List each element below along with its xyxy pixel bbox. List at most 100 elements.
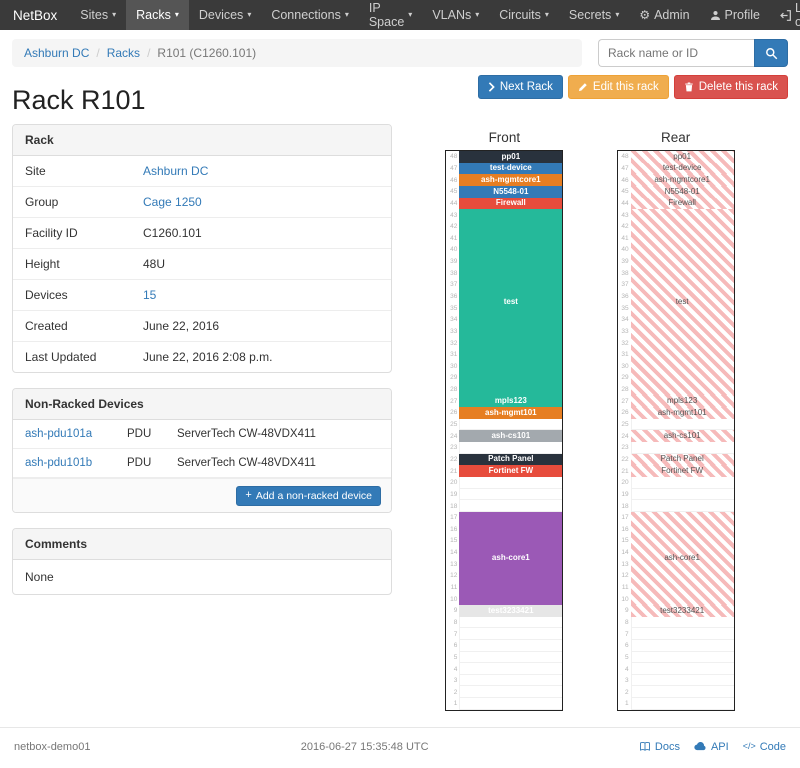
device-role: PDU <box>127 428 152 440</box>
nav-item-admin[interactable]: ⚙ Admin <box>629 0 699 30</box>
nav-item-secrets[interactable]: Secrets ▾ <box>559 0 629 30</box>
rack-device-firewall[interactable]: Firewall <box>459 197 563 210</box>
left-column: Rack Site Ashburn DC Group Cage 1250 Facilit… <box>12 124 392 711</box>
unit-number: 38 <box>450 269 458 277</box>
rack-unit <box>630 663 734 675</box>
pencil-icon <box>578 82 588 92</box>
rack-device-ash-mgmtcore1[interactable]: ash-mgmtcore1 <box>459 174 563 186</box>
rack-device-pp01[interactable]: pp01 <box>630 151 734 163</box>
rack-device-ash-mgmt101[interactable]: ash-mgmt101 <box>459 407 563 419</box>
unit-number: 25 <box>450 421 458 429</box>
attr-row-site: Site Ashburn DC <box>13 156 391 187</box>
unit-number: 45 <box>450 188 458 196</box>
nav-item-devices[interactable]: Devices ▾ <box>189 0 261 30</box>
nav-item-vlans[interactable]: VLANs ▾ <box>422 0 489 30</box>
unit-number: 30 <box>621 362 629 370</box>
unit-number: 7 <box>453 630 458 638</box>
unit-number: 5 <box>453 653 458 661</box>
footer-link-docs[interactable]: Docs <box>639 741 680 753</box>
plus-icon: + <box>245 489 252 501</box>
attr-value-link[interactable]: 15 <box>143 288 157 302</box>
next-rack-button[interactable]: Next Rack <box>477 75 563 99</box>
rack-device-ash-mgmtcore1[interactable]: ash-mgmtcore1 <box>630 174 734 186</box>
non-racked-device-row: ash-pdu101a PDU ServerTech CW-48VDX411 <box>13 420 391 449</box>
rack-unit <box>459 651 563 664</box>
front-elevation: Front 48 47 46 45 44 43 42 41 40 39 38 37 36 35 34 33 32… <box>445 124 564 711</box>
unit-number: 29 <box>450 374 458 382</box>
unit-number: 35 <box>450 304 458 312</box>
search-button[interactable] <box>754 39 788 67</box>
rack-device-patch-panel[interactable]: Patch Panel <box>459 453 563 466</box>
unit-number: 32 <box>621 339 629 347</box>
rack-unit <box>459 628 563 640</box>
unit-number: 40 <box>450 246 458 254</box>
unit-number: 17 <box>621 514 629 522</box>
unit-number: 36 <box>621 293 629 300</box>
unit-number: 7 <box>625 630 629 638</box>
attr-row-last-updated: Last Updated June 22, 2016 2:08 p.m. <box>13 342 391 372</box>
rack-device-test[interactable]: test <box>459 209 563 396</box>
breadcrumb: Ashburn DC / Racks / R101 (C1260.101) <box>12 39 582 67</box>
rack-device-test3233421[interactable]: test3233421 <box>630 604 734 617</box>
nav-item-profile[interactable]: Profile <box>700 0 770 30</box>
rack-device-ash-cs101[interactable]: ash-cs101 <box>630 430 734 443</box>
attr-label: Created <box>25 319 68 333</box>
rack-device-ash-core1[interactable]: ash-core1 <box>459 511 563 605</box>
unit-number: 18 <box>450 502 458 510</box>
device-name: ash-pdu101a <box>13 420 125 448</box>
unit-number: 19 <box>621 490 629 498</box>
rack-device-n5548-01[interactable]: N5548-01 <box>459 185 563 198</box>
nav-item-label: Secrets <box>568 8 612 22</box>
unit-number: 27 <box>450 397 458 405</box>
rack-device-firewall[interactable]: Firewall <box>630 197 734 210</box>
add-non-racked-device-button[interactable]: + Add a non-racked device <box>236 485 381 506</box>
rack-device-mpls123[interactable]: mpls123 <box>459 395 563 408</box>
attr-value-link[interactable]: Ashburn DC <box>143 164 209 178</box>
edit-this-rack-button[interactable]: Edit this rack <box>567 75 669 99</box>
rack-device-fortinet-fw[interactable]: Fortinet FW <box>459 465 563 477</box>
breadcrumb-item-ashburn-dc[interactable]: Ashburn DC <box>24 46 90 60</box>
rack-unit <box>630 674 734 687</box>
unit-number: 20 <box>450 479 458 487</box>
rack-device-test-device[interactable]: test-device <box>630 162 734 175</box>
device-name-link[interactable]: ash-pdu101a <box>25 428 93 440</box>
device-role: PDU <box>127 457 152 469</box>
rack-device-ash-core1[interactable]: ash-core1 <box>630 511 734 605</box>
unit-number: 28 <box>450 386 458 394</box>
nav-item-ip-space[interactable]: IP Space ▾ <box>359 0 422 30</box>
nav-item-sites[interactable]: Sites ▾ <box>70 0 126 30</box>
device-name-link[interactable]: ash-pdu101b <box>25 457 93 469</box>
rack-device-ash-mgmt101[interactable]: ash-mgmt101 <box>630 407 734 419</box>
nav-item-connections[interactable]: Connections ▾ <box>261 0 359 30</box>
navbar-brand[interactable]: NetBox <box>13 7 58 23</box>
nav-item-racks[interactable]: Racks ▾ <box>126 0 189 30</box>
rack-elevations: Front 48 47 46 45 44 43 42 41 40 39 38 37 36 35 34 33 32… <box>392 124 788 711</box>
non-racked-device-row: ash-pdu101b PDU ServerTech CW-48VDX411 <box>13 449 391 478</box>
non-racked-footer: + Add a non-racked device <box>13 478 391 512</box>
unit-number: 2 <box>625 688 629 696</box>
footer-link-code[interactable]: </> Code <box>743 741 786 753</box>
search-input[interactable] <box>598 39 754 67</box>
rack-unit <box>459 639 563 652</box>
rack-device-pp01[interactable]: pp01 <box>459 151 563 163</box>
rack-device-mpls123[interactable]: mpls123 <box>630 395 734 408</box>
rack-device-patch-panel[interactable]: Patch Panel <box>630 453 734 466</box>
nav-item-label: Admin <box>654 8 690 22</box>
rack-device-test[interactable]: test <box>630 209 734 396</box>
rack-device-test3233421[interactable]: test3233421 <box>459 604 563 617</box>
footer-link-api[interactable]: API <box>694 741 729 753</box>
gear-icon: ⚙ <box>639 8 651 22</box>
comments-body: None <box>25 569 54 584</box>
unit-number: 43 <box>621 211 629 219</box>
rack-device-fortinet-fw[interactable]: Fortinet FW <box>630 465 734 477</box>
rack-device-test-device[interactable]: test-device <box>459 162 563 175</box>
delete-this-rack-button[interactable]: Delete this rack <box>673 75 788 99</box>
breadcrumb-item-racks[interactable]: Racks <box>106 46 141 60</box>
nav-item-log-out[interactable]: Log out <box>770 0 800 30</box>
attr-value-link[interactable]: Cage 1250 <box>143 195 202 209</box>
nav-item-circuits[interactable]: Circuits ▾ <box>489 0 559 30</box>
book-icon <box>639 741 651 752</box>
attr-value: June 22, 2016 <box>143 319 220 333</box>
rack-device-n5548-01[interactable]: N5548-01 <box>630 185 734 198</box>
rack-device-ash-cs101[interactable]: ash-cs101 <box>459 430 563 443</box>
